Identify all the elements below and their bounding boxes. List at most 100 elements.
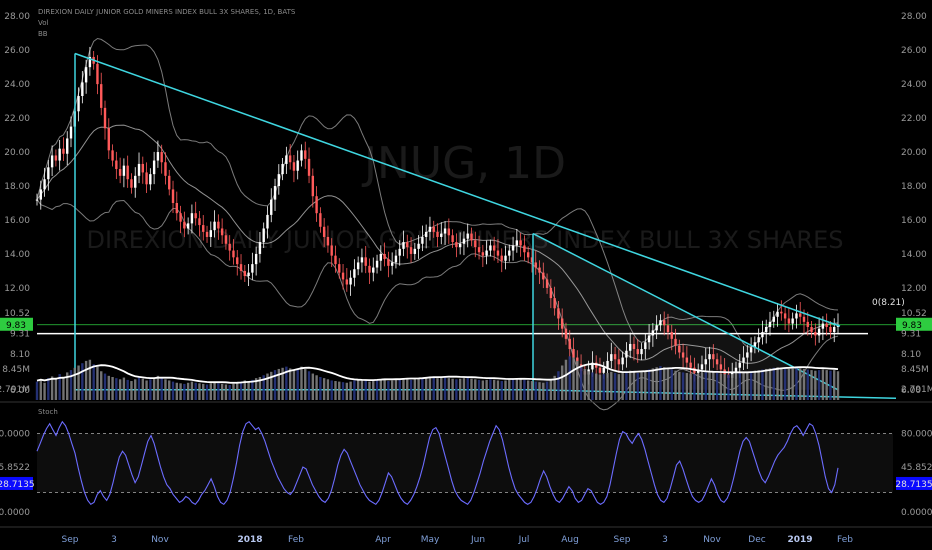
volume-bar-165 <box>659 366 662 400</box>
candle-body-93 <box>387 259 390 266</box>
candle-body-207 <box>817 328 821 336</box>
candle-body-138 <box>557 308 560 319</box>
candle-body-31 <box>152 160 156 175</box>
volume-bar-36 <box>171 381 175 400</box>
candle-body-120 <box>489 245 492 251</box>
descending-trendline <box>74 52 841 327</box>
volume-bar-110 <box>451 378 454 400</box>
volume-bar-195 <box>772 367 775 400</box>
volume-bar-172 <box>685 372 689 400</box>
volume-pane[interactable] <box>35 356 840 400</box>
time-tick-12: Nov <box>703 535 721 545</box>
price-tick-left-12: 8.10 <box>10 350 30 360</box>
candle-body-129 <box>523 245 526 253</box>
candle-body-122 <box>496 250 500 256</box>
candle-body-63 <box>273 186 277 200</box>
volume-tick-left-1: 2.791M <box>0 385 30 395</box>
volume-bar-5 <box>54 379 58 400</box>
candle-body-164 <box>655 325 658 331</box>
candle-body-85 <box>356 262 360 270</box>
last-price-tag-left <box>0 317 33 331</box>
candle-body-131 <box>530 257 534 263</box>
price-tick-left-9: 10.52 <box>4 309 30 319</box>
time-tick-15: Feb <box>837 535 853 545</box>
volume-bar-32 <box>156 375 160 400</box>
price-axis-right: 28.00 26.00 24.00 22.00 20.00 18.00 16.00 14.00… <box>896 12 932 396</box>
candle-body-98 <box>406 242 409 248</box>
candle-body-35 <box>168 175 171 190</box>
volume-bar-86 <box>360 379 364 400</box>
volume-bar-126 <box>511 379 515 400</box>
candle-body-105 <box>432 226 435 232</box>
volume-bar-204 <box>806 369 809 400</box>
time-tick-8: Jul <box>518 535 530 545</box>
price-tick-right-9: 10.52 <box>901 309 927 319</box>
candle-body-112 <box>458 243 462 248</box>
volume-bar-208 <box>821 369 825 400</box>
volume-bar-90 <box>375 379 379 400</box>
volume-bar-108 <box>443 377 447 400</box>
volume-bar-49 <box>220 383 224 400</box>
stoch-highlight-right <box>896 476 932 490</box>
volume-bar-100 <box>413 379 417 400</box>
candle-body-88 <box>368 265 371 273</box>
candle-body-82 <box>345 279 349 285</box>
candle-body-33 <box>160 152 163 163</box>
volume-bar-91 <box>379 379 383 400</box>
volume-bar-159 <box>636 372 639 400</box>
candle-body-43 <box>198 218 201 226</box>
volume-bar-109 <box>447 378 451 400</box>
volume-bar-101 <box>417 378 420 400</box>
price-tick-right-7: 14.00 <box>901 250 927 260</box>
candle-body-121 <box>492 245 496 251</box>
price-tick-right-11: 9.31 <box>901 330 921 340</box>
volume-bar-71 <box>304 368 307 400</box>
candle-body-147 <box>591 362 594 370</box>
candle-body-136 <box>549 287 553 299</box>
volume-bar-57 <box>251 379 254 400</box>
volume-bar-160 <box>640 371 643 400</box>
volume-bar-46 <box>209 383 213 400</box>
volume-bar-175 <box>697 373 700 400</box>
volume-bar-99 <box>409 379 413 400</box>
candle-body-75 <box>319 213 322 227</box>
candle-body-204 <box>806 321 809 327</box>
candle-body-176 <box>700 364 704 370</box>
bb-lower-line <box>36 199 839 411</box>
candle-body-104 <box>428 226 432 232</box>
volume-bar-79 <box>334 381 337 400</box>
candle-body-78 <box>330 245 333 256</box>
candle-body-127 <box>515 240 519 246</box>
candle-body-18 <box>103 107 107 129</box>
candle-body-191 <box>757 337 760 343</box>
volume-bar-31 <box>152 377 156 400</box>
volume-bar-117 <box>477 379 481 400</box>
stoch-axis-left: 80.0000 45.8522 28.7135 0.0000 <box>0 430 35 518</box>
volume-bar-47 <box>213 382 216 400</box>
price-tick-right-0: 28.00 <box>901 12 927 22</box>
candle-body-111 <box>455 242 458 248</box>
volume-bar-174 <box>693 374 696 400</box>
volume-bar-88 <box>368 381 371 400</box>
volume-bar-142 <box>572 357 575 400</box>
candle-body-28 <box>141 163 144 173</box>
stoch-tick-right-0: 80.0000 <box>901 430 932 440</box>
candle-body-128 <box>519 240 522 246</box>
volume-bar-131 <box>530 381 534 400</box>
volume-bar-143 <box>576 360 579 400</box>
stoch-pane[interactable] <box>36 420 893 506</box>
price-tick-right-10: 9.83 <box>902 321 922 331</box>
volume-bar-96 <box>398 378 401 400</box>
time-axis: Sep 3 Nov 2018 Feb Apr May Jun Jul Aug Sep 3 Nov Dec 2… <box>62 535 854 545</box>
volume-bar-105 <box>432 377 435 400</box>
volume-bar-87 <box>364 380 367 400</box>
volume-bar-134 <box>542 382 545 400</box>
volume-bar-111 <box>455 379 458 400</box>
volume-bar-181 <box>719 373 723 400</box>
volume-bar-84 <box>353 380 356 400</box>
candle-body-197 <box>780 311 783 314</box>
volume-bar-118 <box>481 380 485 400</box>
candle-body-142 <box>572 349 575 358</box>
time-tick-7: Jun <box>470 535 485 545</box>
